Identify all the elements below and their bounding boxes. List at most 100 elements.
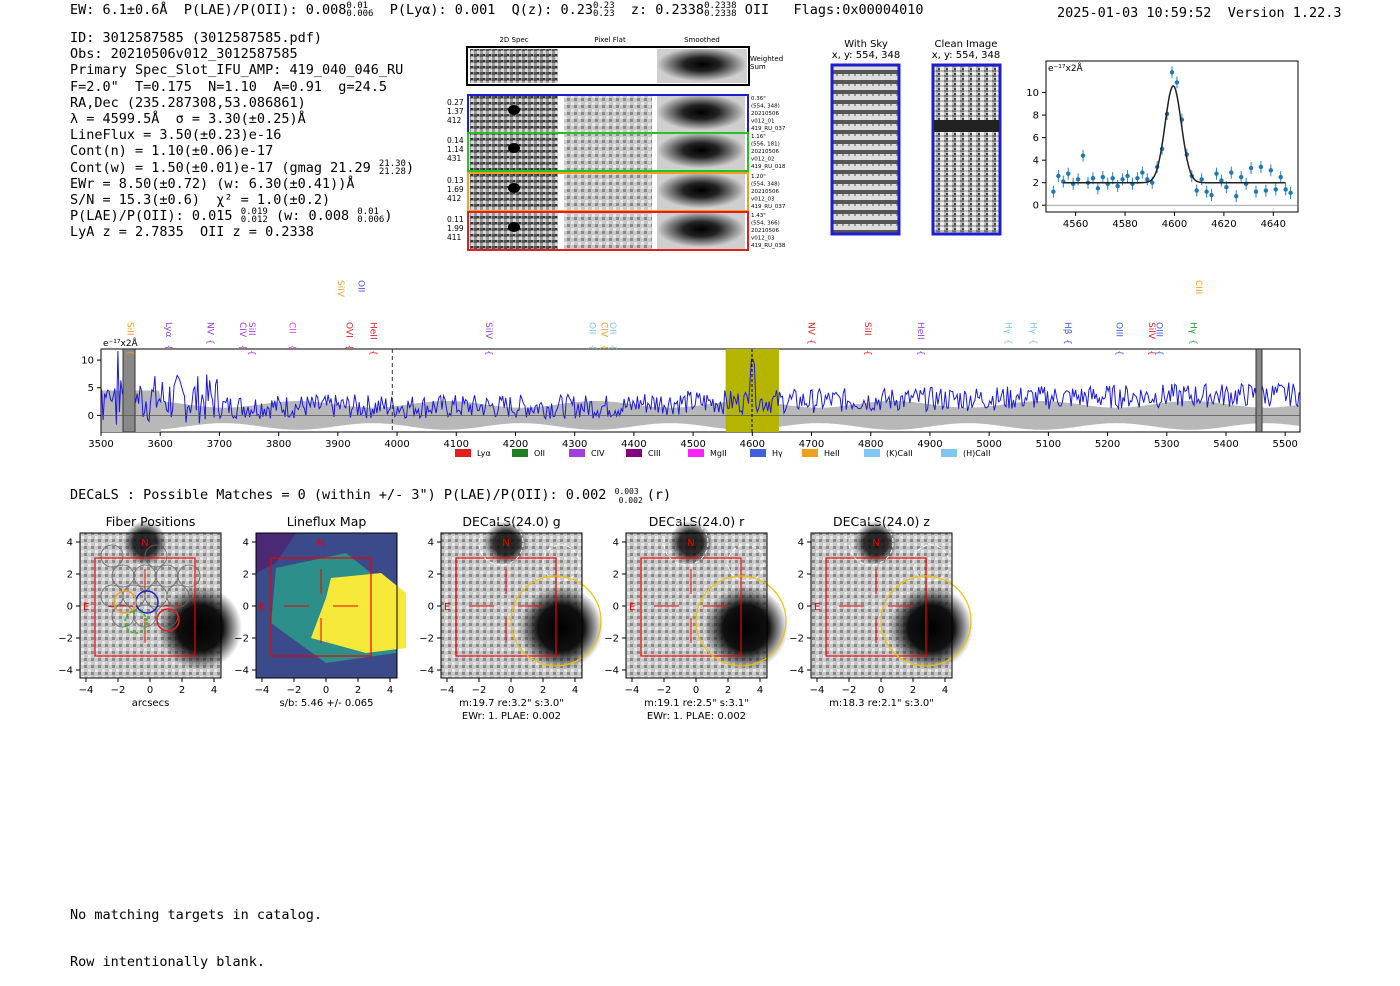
svg-text:NV: NV bbox=[806, 322, 816, 336]
svg-text:{: { bbox=[367, 350, 377, 356]
svg-text:{: { bbox=[205, 339, 215, 345]
secondary-source bbox=[669, 521, 713, 565]
exposure-meta: 1.20" bbox=[751, 174, 766, 180]
spectral-line-label: SiII { bbox=[125, 322, 135, 356]
spectral-line-label-top: SiIV bbox=[335, 280, 345, 298]
zoom-data-point bbox=[1288, 190, 1293, 196]
spectral-line-label: NV { bbox=[806, 322, 816, 345]
full-xtick-label: 3800 bbox=[266, 439, 291, 450]
full-ylabel: e⁻¹⁷x2Å bbox=[103, 337, 139, 349]
exposure-smoothed bbox=[657, 213, 745, 249]
detection-info: ID: 3012587585 (3012587585.pdf) Obs: 202… bbox=[70, 30, 414, 241]
zoom-ytick-label: 8 bbox=[1033, 111, 1039, 122]
column-label: 2D Spec bbox=[499, 36, 528, 44]
panel-ytick-label: −4 bbox=[789, 666, 804, 677]
spectral-line-label: CII { bbox=[286, 322, 296, 350]
exposure-stat: 431 bbox=[447, 154, 462, 163]
svg-text:{: { bbox=[598, 345, 608, 351]
decals-panels: Fiber Positions N E −4 −2 0 2 4 4 2 0 −2 −4 arcsecs Li… bbox=[58, 514, 973, 722]
full-error-band bbox=[101, 390, 1300, 432]
fiber-circle bbox=[100, 544, 124, 568]
panel-ytick-label: −2 bbox=[604, 634, 619, 645]
zoom-line-fit-chart: e⁻¹⁷x2Å 4560 4580 4600 4620 4640 0 2 4 6 8 10 bbox=[1026, 60, 1299, 230]
svg-text:{: { bbox=[1062, 339, 1072, 345]
z-range: 0.2338 0.2338 bbox=[704, 1, 737, 19]
exposure-stat: 411 bbox=[447, 233, 462, 242]
zoom-xtick-label: 4560 bbox=[1063, 219, 1088, 230]
exposure-meta: 20210506 bbox=[751, 228, 779, 234]
zoom-data-point bbox=[1095, 186, 1101, 191]
full-xtick-label: 5300 bbox=[1154, 439, 1179, 450]
svg-text:SiII: SiII bbox=[125, 322, 135, 336]
full-xtick-label: 4600 bbox=[740, 439, 765, 450]
timestamp-version: 2025-01-03 10:59:52 Version 1.22.3 bbox=[1057, 5, 1342, 21]
aperture-box bbox=[455, 557, 557, 657]
panel-xtick-label: −2 bbox=[472, 685, 487, 696]
panel-xtick-label: 4 bbox=[757, 685, 763, 696]
secondary-source bbox=[484, 521, 528, 565]
svg-text:Hγ: Hγ bbox=[1003, 322, 1013, 335]
svg-text:SiIV: SiIV bbox=[1146, 322, 1156, 340]
svg-text:CIV: CIV bbox=[237, 322, 247, 338]
spectral-line-label: SiII { bbox=[862, 322, 872, 356]
exposure-meta: 419_RU_038 bbox=[751, 243, 786, 249]
exposure-meta: (556, 181) bbox=[751, 142, 780, 148]
panel-xtick-label: 4 bbox=[387, 685, 393, 696]
zoom-data-point bbox=[1051, 189, 1056, 194]
catalog-match-ellipse bbox=[695, 575, 787, 667]
zoom-xtick-label: 4600 bbox=[1162, 219, 1187, 230]
svg-text:OII: OII bbox=[356, 280, 366, 292]
legend-swatch bbox=[512, 449, 528, 457]
neighbor-ellipse bbox=[912, 544, 950, 582]
catalog-match-ellipse bbox=[510, 575, 602, 667]
fiber-circle bbox=[177, 564, 201, 588]
decals-panel: DECaLS(24.0) z N E −4 −2 0 2 4 4 2 0 −2 −4 m:18.3 re:… bbox=[789, 514, 973, 709]
zoom-data-point bbox=[1268, 168, 1274, 173]
full-xtick-label: 4000 bbox=[384, 439, 409, 450]
legend-swatch bbox=[688, 449, 704, 457]
exposure-meta: 20210506 bbox=[751, 111, 779, 117]
panel-caption: m:18.3 re:2.1" s:3.0" bbox=[829, 698, 934, 709]
figure-canvas: 2D Spec Pixel Flat Smoothed Weighted Sum 0… bbox=[58, 36, 1301, 722]
spectral-line-label-top: CIII bbox=[1193, 280, 1203, 294]
svg-text:{: { bbox=[163, 345, 173, 351]
full-xtick-label: 3700 bbox=[207, 439, 232, 450]
legend-label: CIII bbox=[648, 449, 661, 458]
clean-image-trace bbox=[934, 120, 999, 132]
bright-source bbox=[889, 586, 973, 670]
weighted-sum-row: Weighted Sum bbox=[466, 46, 783, 86]
panel-ytick-label: 4 bbox=[428, 538, 434, 549]
masked-region-left bbox=[122, 349, 136, 432]
info-ewr: EWr = 8.50(±0.72) (w: 6.30(±0.41))Å bbox=[70, 175, 355, 192]
panel-ytick-label: −2 bbox=[789, 634, 804, 645]
panel-xtick-label: 0 bbox=[147, 685, 153, 696]
svg-text:Hγ: Hγ bbox=[1028, 322, 1038, 335]
header-line: EW: 6.1±0.6Å P(LAE)/P(OII): 0.008 0.01 0.0… bbox=[70, 1, 924, 19]
panel-title: DECaLS(24.0) g bbox=[462, 514, 560, 529]
version-text: Version 1.22.3 bbox=[1227, 5, 1342, 21]
east-label: E bbox=[259, 602, 265, 613]
svg-text:SiIV: SiIV bbox=[335, 280, 345, 298]
z-line-text: OII bbox=[744, 2, 770, 18]
spectral-line-label: Hγ { bbox=[1003, 322, 1013, 345]
column-label: Smoothed bbox=[684, 36, 720, 44]
zoom-data-point bbox=[1115, 183, 1120, 189]
svg-text:{: { bbox=[286, 345, 296, 351]
plya-text: P(Lyα): 0.001 bbox=[389, 2, 496, 18]
spectral-line-label: OII { bbox=[586, 322, 596, 350]
exposure-stat: 0.27 bbox=[447, 98, 464, 107]
panel-ytick-label: −2 bbox=[58, 634, 73, 645]
full-xtick-label: 3900 bbox=[325, 439, 350, 450]
legend-label: MgII bbox=[710, 449, 727, 458]
legend-swatch bbox=[864, 449, 880, 457]
aperture-box bbox=[640, 557, 742, 657]
panel-ytick-label: 4 bbox=[67, 538, 73, 549]
cutout-column-labels: 2D Spec Pixel Flat Smoothed bbox=[499, 36, 719, 44]
decals-summary: DECaLS : Possible Matches = 0 (within +/… bbox=[70, 487, 671, 505]
svg-text:CII: CII bbox=[286, 322, 296, 334]
zoom-data-point bbox=[1229, 170, 1234, 175]
zoom-xtick-label: 4640 bbox=[1261, 219, 1286, 230]
spectral-line-label: CIV { bbox=[237, 322, 247, 350]
zoom-data-point bbox=[1169, 70, 1175, 75]
